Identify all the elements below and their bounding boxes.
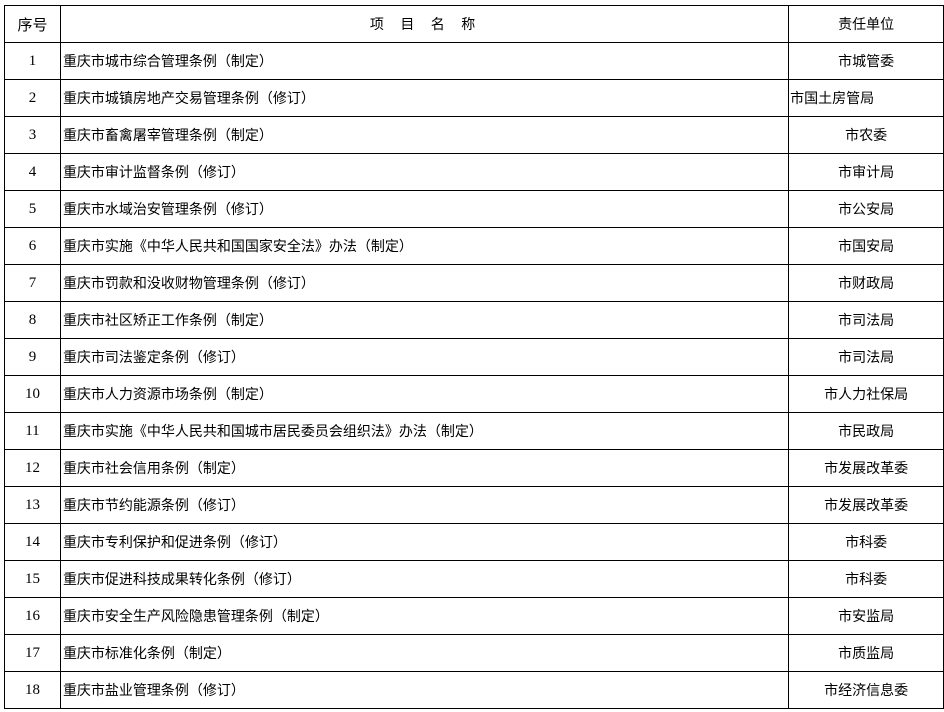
row-unit: 市国安局 bbox=[788, 227, 944, 265]
row-name: 重庆市罚款和没收财物管理条例（修订） bbox=[59, 264, 790, 302]
row-index: 2 bbox=[4, 79, 61, 117]
row-name: 重庆市城市综合管理条例（制定） bbox=[59, 42, 790, 80]
table-row: 4 重庆市审计监督条例（修订） 市审计局 bbox=[4, 153, 944, 191]
row-name: 重庆市实施《中华人民共和国国家安全法》办法（制定） bbox=[59, 227, 790, 265]
legislation-table: 序号 项 目 名 称 责任单位 1 重庆市城市综合管理条例（制定） 市城管委 2 重庆市… bbox=[4, 5, 944, 709]
row-unit: 市农委 bbox=[788, 116, 944, 154]
row-name: 重庆市司法鉴定条例（修订） bbox=[59, 338, 790, 376]
table-row: 1 重庆市城市综合管理条例（制定） 市城管委 bbox=[4, 42, 944, 80]
row-unit: 市民政局 bbox=[788, 412, 944, 450]
table-row: 11 重庆市实施《中华人民共和国城市居民委员会组织法》办法（制定） 市民政局 bbox=[4, 412, 944, 450]
row-unit: 市科委 bbox=[788, 560, 944, 598]
row-name: 重庆市促进科技成果转化条例（修订） bbox=[59, 560, 790, 598]
row-name: 重庆市城镇房地产交易管理条例（修订） bbox=[59, 79, 790, 117]
row-index: 12 bbox=[4, 449, 61, 487]
table-row: 17 重庆市标准化条例（制定） 市质监局 bbox=[4, 634, 944, 672]
row-name: 重庆市标准化条例（制定） bbox=[59, 634, 790, 672]
table-row: 14 重庆市专利保护和促进条例（修订） 市科委 bbox=[4, 523, 944, 561]
row-index: 1 bbox=[4, 42, 61, 80]
row-index: 10 bbox=[4, 375, 61, 413]
table-row: 9 重庆市司法鉴定条例（修订） 市司法局 bbox=[4, 338, 944, 376]
row-index: 11 bbox=[4, 412, 61, 450]
row-unit: 市经济信息委 bbox=[788, 671, 944, 709]
row-index: 13 bbox=[4, 486, 61, 524]
row-unit: 市国土房管局 bbox=[788, 79, 944, 117]
table-row: 10 重庆市人力资源市场条例（制定） 市人力社保局 bbox=[4, 375, 944, 413]
row-unit: 市财政局 bbox=[788, 264, 944, 302]
row-index: 15 bbox=[4, 560, 61, 598]
row-name: 重庆市节约能源条例（修订） bbox=[59, 486, 790, 524]
row-index: 6 bbox=[4, 227, 61, 265]
row-unit: 市城管委 bbox=[788, 42, 944, 80]
row-index: 16 bbox=[4, 597, 61, 635]
row-index: 5 bbox=[4, 190, 61, 228]
header-name: 项 目 名 称 bbox=[59, 5, 790, 43]
row-unit: 市公安局 bbox=[788, 190, 944, 228]
row-name: 重庆市人力资源市场条例（制定） bbox=[59, 375, 790, 413]
table-row: 7 重庆市罚款和没收财物管理条例（修订） 市财政局 bbox=[4, 264, 944, 302]
row-name: 重庆市社会信用条例（制定） bbox=[59, 449, 790, 487]
row-name: 重庆市实施《中华人民共和国城市居民委员会组织法》办法（制定） bbox=[59, 412, 790, 450]
row-unit: 市人力社保局 bbox=[788, 375, 944, 413]
row-unit: 市司法局 bbox=[788, 338, 944, 376]
table-row: 5 重庆市水域治安管理条例（修订） 市公安局 bbox=[4, 190, 944, 228]
row-unit: 市科委 bbox=[788, 523, 944, 561]
table-row: 16 重庆市安全生产风险隐患管理条例（制定） 市安监局 bbox=[4, 597, 944, 635]
table-row: 13 重庆市节约能源条例（修订） 市发展改革委 bbox=[4, 486, 944, 524]
table-row: 3 重庆市畜禽屠宰管理条例（制定） 市农委 bbox=[4, 116, 944, 154]
row-unit: 市质监局 bbox=[788, 634, 944, 672]
table-header-row: 序号 项 目 名 称 责任单位 bbox=[4, 5, 944, 43]
row-unit: 市司法局 bbox=[788, 301, 944, 339]
table-row: 8 重庆市社区矫正工作条例（制定） 市司法局 bbox=[4, 301, 944, 339]
table-row: 12 重庆市社会信用条例（制定） 市发展改革委 bbox=[4, 449, 944, 487]
row-index: 7 bbox=[4, 264, 61, 302]
row-name: 重庆市畜禽屠宰管理条例（制定） bbox=[59, 116, 790, 154]
row-index: 14 bbox=[4, 523, 61, 561]
table-row: 6 重庆市实施《中华人民共和国国家安全法》办法（制定） 市国安局 bbox=[4, 227, 944, 265]
table-row: 15 重庆市促进科技成果转化条例（修订） 市科委 bbox=[4, 560, 944, 598]
row-unit: 市安监局 bbox=[788, 597, 944, 635]
row-index: 18 bbox=[4, 671, 61, 709]
header-unit: 责任单位 bbox=[788, 5, 944, 43]
row-name: 重庆市安全生产风险隐患管理条例（制定） bbox=[59, 597, 790, 635]
row-name: 重庆市审计监督条例（修订） bbox=[59, 153, 790, 191]
table-row: 18 重庆市盐业管理条例（修订） 市经济信息委 bbox=[4, 671, 944, 709]
row-name: 重庆市盐业管理条例（修订） bbox=[59, 671, 790, 709]
table-row: 2 重庆市城镇房地产交易管理条例（修订） 市国土房管局 bbox=[4, 79, 944, 117]
row-name: 重庆市专利保护和促进条例（修订） bbox=[59, 523, 790, 561]
row-index: 9 bbox=[4, 338, 61, 376]
row-unit: 市发展改革委 bbox=[788, 486, 944, 524]
row-index: 8 bbox=[4, 301, 61, 339]
row-index: 3 bbox=[4, 116, 61, 154]
row-name: 重庆市水域治安管理条例（修订） bbox=[59, 190, 790, 228]
row-unit: 市发展改革委 bbox=[788, 449, 944, 487]
header-index: 序号 bbox=[4, 5, 61, 43]
row-unit: 市审计局 bbox=[788, 153, 944, 191]
row-name: 重庆市社区矫正工作条例（制定） bbox=[59, 301, 790, 339]
row-index: 17 bbox=[4, 634, 61, 672]
row-index: 4 bbox=[4, 153, 61, 191]
